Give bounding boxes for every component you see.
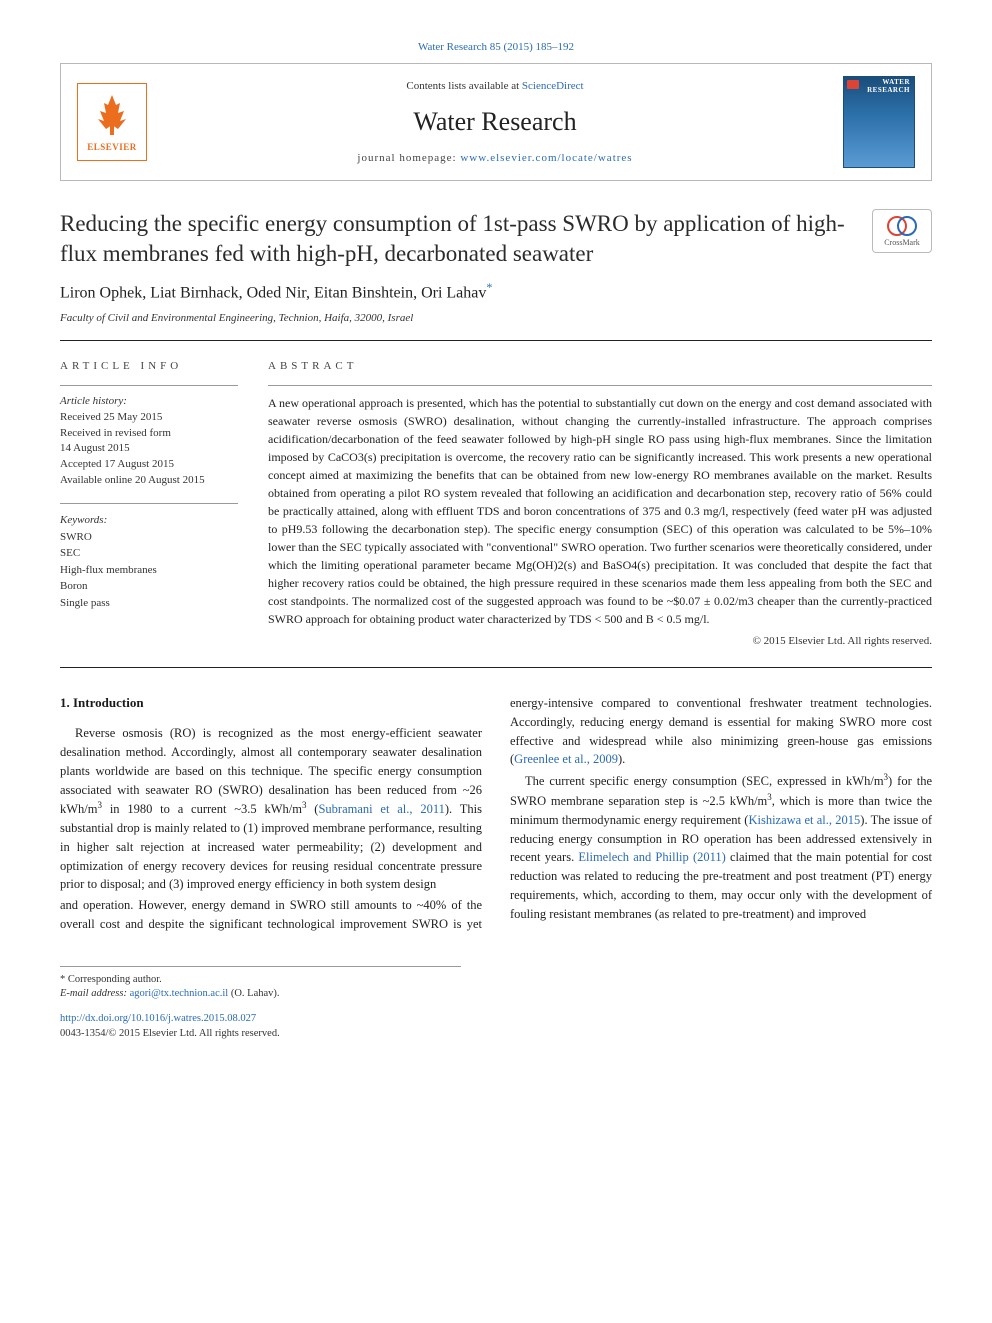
issn-copyright: 0043-1354/© 2015 Elsevier Ltd. All right… (60, 1027, 932, 1042)
crossmark-icon (887, 215, 917, 237)
history-heading: Article history: (60, 394, 238, 410)
keywords-heading: Keywords: (60, 512, 238, 529)
keyword: Single pass (60, 595, 238, 612)
keyword: Boron (60, 578, 238, 595)
citation-ref-link[interactable]: Kishizawa et al., 2015 (748, 813, 860, 827)
journal-header: ELSEVIER Contents lists available at Sci… (60, 63, 932, 181)
crossmark-label: CrossMark (884, 237, 920, 248)
journal-cover-thumbnail[interactable]: WATER RESEARCH (843, 76, 915, 168)
authors-text: Liron Ophek, Liat Birnhack, Oded Nir, Ei… (60, 285, 486, 302)
history-line: Received 25 May 2015 (60, 410, 238, 426)
body-text: The current specific energy consumption … (525, 774, 884, 788)
history-line: Received in revised form (60, 426, 238, 442)
divider-top (60, 340, 932, 341)
corresponding-marker: * (486, 280, 492, 294)
body-paragraph: The current specific energy consumption … (510, 771, 932, 923)
journal-homepage-link[interactable]: www.elsevier.com/locate/watres (460, 152, 632, 164)
history-line: 14 August 2015 (60, 441, 238, 457)
citation-ref-link[interactable]: Greenlee et al., 2009 (514, 752, 618, 766)
history-line: Accepted 17 August 2015 (60, 457, 238, 473)
body-text: ). (618, 752, 625, 766)
publisher-logo[interactable]: ELSEVIER (77, 83, 147, 161)
doi-link[interactable]: http://dx.doi.org/10.1016/j.watres.2015.… (60, 1013, 256, 1024)
footnotes: * Corresponding author. E-mail address: … (60, 966, 461, 1002)
body-paragraph: Reverse osmosis (RO) is recognized as th… (60, 724, 482, 894)
cover-title: WATER RESEARCH (844, 79, 910, 94)
journal-homepage-line: journal homepage: www.elsevier.com/locat… (147, 151, 843, 166)
citation-line: Water Research 85 (2015) 185–192 (60, 40, 932, 55)
sciencedirect-link[interactable]: ScienceDirect (522, 80, 584, 92)
abstract-text: A new operational approach is presented,… (268, 385, 932, 628)
keyword: SEC (60, 545, 238, 562)
section-heading: 1. Introduction (60, 694, 482, 712)
corresponding-author-note: * Corresponding author. (60, 973, 461, 988)
keyword: SWRO (60, 529, 238, 546)
authors-line: Liron Ophek, Liat Birnhack, Oded Nir, Ei… (60, 279, 932, 305)
doi-block: http://dx.doi.org/10.1016/j.watres.2015.… (60, 1012, 932, 1041)
email-link[interactable]: agori@tx.technion.ac.il (130, 988, 229, 999)
contents-available-line: Contents lists available at ScienceDirec… (147, 79, 843, 94)
elsevier-tree-icon (88, 91, 136, 139)
publisher-name: ELSEVIER (87, 141, 137, 154)
divider-bottom (60, 667, 932, 668)
citation-ref-link[interactable]: Elimelech and Phillip (2011) (578, 850, 725, 864)
citation-ref-link[interactable]: Subramani et al., 2011 (318, 802, 444, 816)
affiliation: Faculty of Civil and Environmental Engin… (60, 311, 932, 326)
copyright-line: © 2015 Elsevier Ltd. All rights reserved… (268, 634, 932, 649)
contents-prefix: Contents lists available at (406, 80, 521, 92)
email-line: E-mail address: agori@tx.technion.ac.il … (60, 987, 461, 1002)
article-info-label: ARTICLE INFO (60, 359, 238, 374)
article-title: Reducing the specific energy consumption… (60, 209, 856, 269)
keywords-block: Keywords: SWRO SEC High-flux membranes B… (60, 503, 238, 611)
crossmark-badge[interactable]: CrossMark (872, 209, 932, 253)
body-text: in 1980 to a current ~3.5 kWh/m (102, 802, 302, 816)
keyword: High-flux membranes (60, 562, 238, 579)
email-label: E-mail address: (60, 988, 130, 999)
email-suffix: (O. Lahav). (228, 988, 279, 999)
abstract-label: ABSTRACT (268, 359, 932, 374)
citation-link[interactable]: Water Research 85 (2015) 185–192 (418, 41, 574, 53)
body-columns: 1. Introduction Reverse osmosis (RO) is … (60, 694, 932, 934)
history-line: Available online 20 August 2015 (60, 473, 238, 489)
homepage-label: journal homepage: (357, 152, 460, 164)
body-text: ( (306, 802, 318, 816)
journal-name: Water Research (147, 104, 843, 140)
article-history: Article history: Received 25 May 2015 Re… (60, 385, 238, 490)
